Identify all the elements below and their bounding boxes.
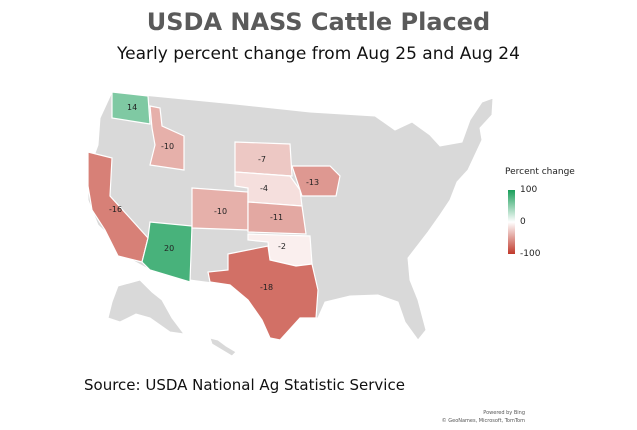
- label-colorado: -10: [214, 207, 227, 216]
- label-washington: 14: [127, 103, 137, 112]
- state-iowa: [291, 165, 341, 197]
- state-washington: [111, 91, 151, 125]
- legend-title: Percent change: [505, 167, 575, 177]
- credit-attribution: © GeoNames, Microsoft, TomTom: [441, 418, 525, 424]
- legend-min: -100: [520, 249, 541, 259]
- value-labels: 14 -10 -16 20 -10 -7 -4 -11 -2 -18 -13: [109, 103, 319, 292]
- hawaii: [209, 337, 237, 357]
- state-idaho: [149, 105, 185, 171]
- legend-mid: 0: [520, 217, 526, 227]
- label-oklahoma: -2: [278, 242, 286, 251]
- credit-powered-by: Powered by Bing: [483, 410, 525, 416]
- alaska: [107, 279, 186, 335]
- state-kansas: [247, 201, 307, 235]
- label-arizona: 20: [164, 244, 174, 253]
- state-california: [87, 151, 149, 263]
- label-kansas: -11: [270, 213, 283, 222]
- state-south-dakota: [234, 141, 293, 177]
- legend-max: 100: [520, 185, 538, 195]
- label-iowa: -13: [306, 178, 319, 187]
- state-layer: [87, 91, 341, 341]
- label-idaho: -10: [161, 142, 174, 151]
- legend-color-bar: [508, 190, 515, 254]
- label-south-dakota: -7: [258, 155, 266, 164]
- label-california: -16: [109, 205, 122, 214]
- map-subtitle: Yearly percent change from Aug 25 and Au…: [117, 44, 520, 64]
- label-texas: -18: [260, 283, 273, 292]
- map-title: USDA NASS Cattle Placed: [146, 8, 491, 36]
- state-texas: [207, 245, 319, 341]
- label-nebraska: -4: [260, 184, 268, 193]
- source-note: Source: USDA National Ag Statistic Servi…: [84, 376, 405, 394]
